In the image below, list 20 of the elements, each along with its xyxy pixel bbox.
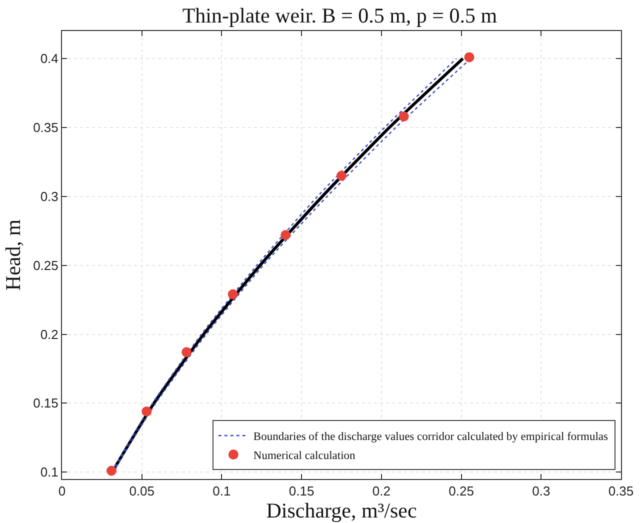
x-tick-label: 0.35 (608, 484, 634, 499)
x-tick-label: 0.25 (448, 484, 474, 499)
y-tick-label: 0.3 (40, 188, 58, 204)
x-tick-label: 0 (58, 484, 66, 499)
y-tick-label: 0.1 (40, 464, 58, 480)
y-tick-label: 0.35 (33, 120, 58, 136)
x-tick-label: 0.3 (532, 484, 550, 499)
x-tick-label: 0.2 (372, 484, 390, 499)
chart-title: Thin-plate weir. B = 0.5 m, p = 0.5 m (182, 4, 498, 28)
x-tick-label: 0.1 (212, 484, 231, 499)
legend-label: Boundaries of the discharge values corridor calculated by empirical formulas (253, 431, 608, 444)
y-axis-title: Head, m (1, 219, 26, 291)
legend-label: Numerical calculation (253, 450, 356, 462)
x-tick-label: 0.15 (288, 484, 314, 499)
y-tick-label: 0.15 (33, 396, 58, 411)
x-tick-label: 0.05 (129, 484, 155, 499)
y-tick-label: 0.25 (33, 258, 58, 273)
y-tick-label: 0.2 (40, 326, 58, 342)
x-axis-title: Discharge, m³/sec (266, 498, 417, 523)
y-tick-label: 0.4 (40, 51, 58, 66)
